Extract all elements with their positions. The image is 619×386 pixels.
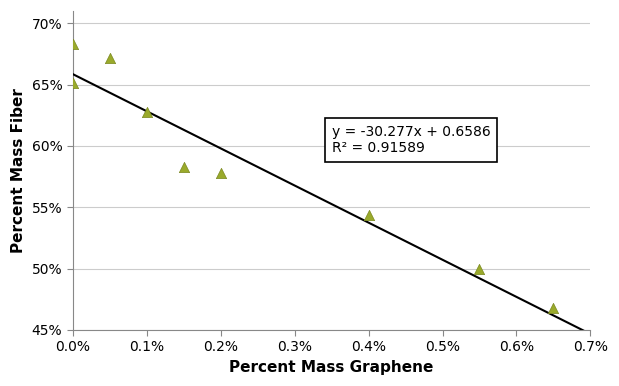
X-axis label: Percent Mass Graphene: Percent Mass Graphene [230,360,434,375]
Point [68,41,78,47]
Y-axis label: Percent Mass Fiber: Percent Mass Fiber [11,88,26,253]
Point [142,108,152,115]
Text: y = -30.277x + 0.6586
R² = 0.91589: y = -30.277x + 0.6586 R² = 0.91589 [332,125,490,155]
Point [105,54,115,61]
Point [548,305,558,311]
Point [68,80,78,86]
Point [475,266,485,272]
Point [363,212,373,218]
Point [179,164,189,170]
Point [216,170,226,176]
